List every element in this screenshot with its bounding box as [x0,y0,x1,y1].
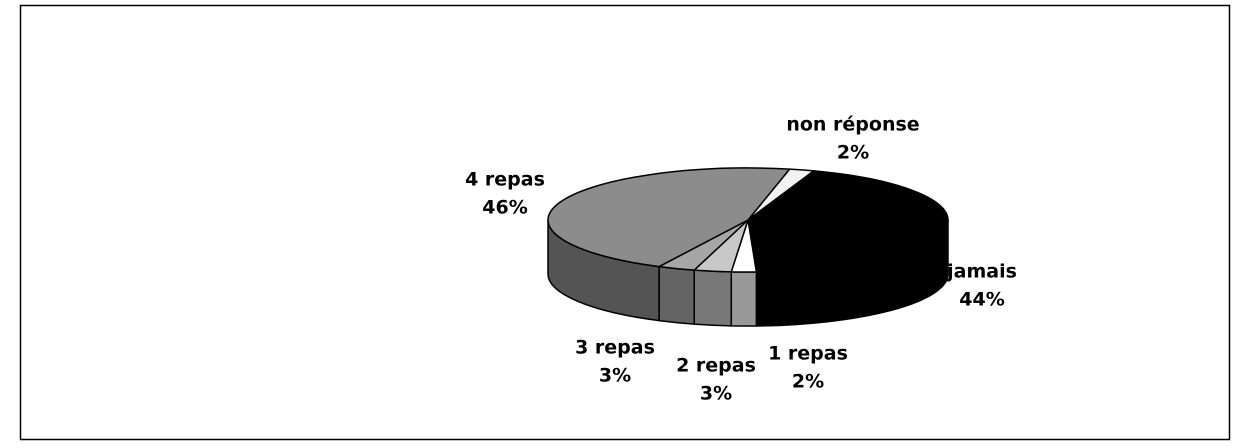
category-label: 4 repas [465,169,545,191]
value-label: 2% [792,371,824,393]
value-label: 44% [959,289,1004,311]
data-labels: non réponse 2% jamais 44% 1 repas 2% 2 repas 3%… [465,114,1017,405]
pie-tops [547,167,949,273]
pie-side [693,269,733,327]
value-label: 2% [837,142,869,164]
value-label: 3% [599,365,631,387]
category-label: non réponse [786,114,919,136]
pie-side [730,271,758,327]
category-label: 2 repas [676,355,756,377]
category-label: 1 repas [768,343,848,365]
value-label: 46% [482,197,527,219]
pie-slice [747,170,949,273]
value-label: 3% [700,383,732,405]
category-label: 3 repas [575,337,655,359]
category-label: jamais [946,261,1017,283]
pie-sides [547,219,949,327]
pie-side [658,265,695,325]
pie-slice [547,167,792,268]
